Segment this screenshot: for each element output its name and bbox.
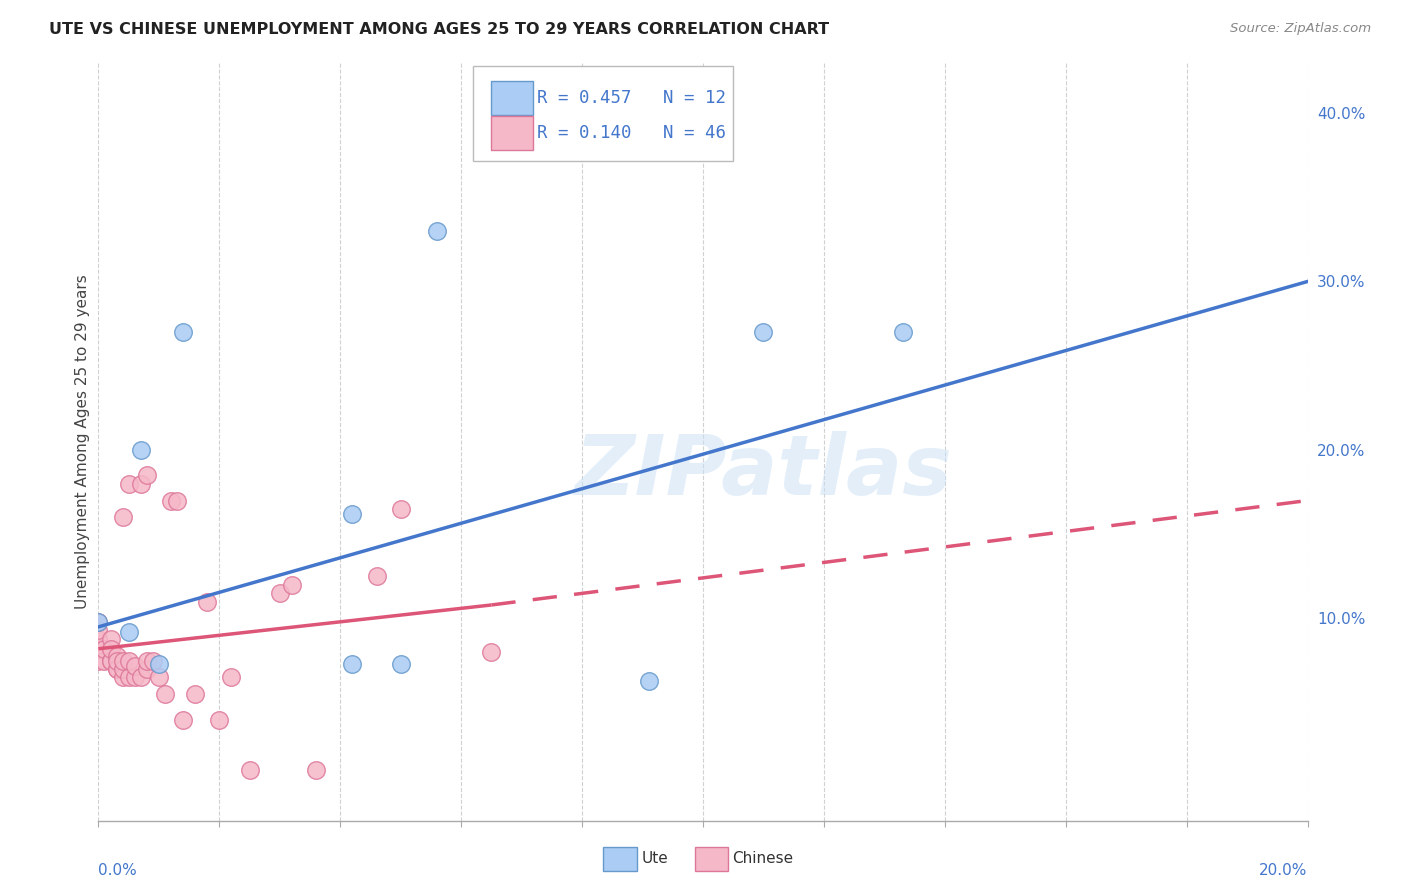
Point bbox=[105, 654, 128, 668]
Text: Source: ZipAtlas.com: Source: ZipAtlas.com bbox=[1230, 22, 1371, 36]
Point bbox=[637, 673, 659, 688]
Point bbox=[105, 662, 128, 676]
Point bbox=[160, 493, 183, 508]
Point bbox=[129, 442, 152, 457]
Point bbox=[281, 578, 304, 592]
Point bbox=[118, 654, 141, 668]
Point bbox=[752, 325, 775, 339]
Point bbox=[135, 654, 157, 668]
Point bbox=[111, 654, 134, 668]
Point bbox=[87, 615, 110, 629]
Point bbox=[93, 641, 115, 656]
Text: 0.0%: 0.0% bbox=[98, 863, 138, 878]
Point bbox=[426, 224, 449, 238]
Text: R = 0.140   N = 46: R = 0.140 N = 46 bbox=[537, 124, 727, 142]
Point bbox=[389, 657, 412, 671]
Point bbox=[93, 654, 115, 668]
Point bbox=[305, 763, 328, 777]
Point bbox=[148, 657, 170, 671]
Y-axis label: Unemployment Among Ages 25 to 29 years: Unemployment Among Ages 25 to 29 years bbox=[75, 274, 90, 609]
Point bbox=[87, 654, 110, 668]
Text: Chinese: Chinese bbox=[733, 852, 793, 866]
Point bbox=[111, 510, 134, 524]
Point bbox=[239, 763, 262, 777]
Text: ZIPatlas: ZIPatlas bbox=[575, 432, 952, 512]
Text: R = 0.457   N = 12: R = 0.457 N = 12 bbox=[537, 89, 727, 107]
Point bbox=[269, 586, 291, 600]
Point bbox=[135, 662, 157, 676]
FancyBboxPatch shape bbox=[474, 66, 734, 161]
Point bbox=[389, 502, 412, 516]
Text: Ute: Ute bbox=[641, 852, 668, 866]
FancyBboxPatch shape bbox=[492, 116, 533, 150]
Point bbox=[342, 507, 364, 521]
Point bbox=[481, 645, 503, 659]
Point bbox=[105, 662, 128, 676]
Point bbox=[221, 670, 243, 684]
Point bbox=[153, 687, 176, 701]
Point bbox=[184, 687, 207, 701]
Point bbox=[366, 569, 388, 583]
Point bbox=[129, 670, 152, 684]
Point bbox=[208, 713, 231, 727]
Point bbox=[100, 654, 122, 668]
Point bbox=[100, 641, 122, 656]
Point bbox=[166, 493, 188, 508]
Point bbox=[172, 713, 194, 727]
Point bbox=[342, 657, 364, 671]
Point bbox=[87, 624, 110, 638]
Point bbox=[124, 658, 146, 673]
Point bbox=[111, 670, 134, 684]
Point bbox=[129, 476, 152, 491]
Point bbox=[111, 662, 134, 676]
Point bbox=[891, 325, 914, 339]
Point bbox=[87, 632, 110, 646]
Point bbox=[87, 615, 110, 629]
Text: UTE VS CHINESE UNEMPLOYMENT AMONG AGES 25 TO 29 YEARS CORRELATION CHART: UTE VS CHINESE UNEMPLOYMENT AMONG AGES 2… bbox=[49, 22, 830, 37]
Point bbox=[105, 648, 128, 663]
Point bbox=[87, 641, 110, 656]
Point bbox=[100, 654, 122, 668]
Point bbox=[142, 654, 165, 668]
Point bbox=[118, 670, 141, 684]
FancyBboxPatch shape bbox=[492, 80, 533, 115]
Point bbox=[118, 476, 141, 491]
Point bbox=[172, 325, 194, 339]
Point bbox=[100, 632, 122, 646]
Text: 20.0%: 20.0% bbox=[1260, 863, 1308, 878]
Point bbox=[195, 594, 218, 608]
Point bbox=[148, 670, 170, 684]
Point bbox=[124, 670, 146, 684]
Point bbox=[135, 468, 157, 483]
Point bbox=[118, 624, 141, 639]
